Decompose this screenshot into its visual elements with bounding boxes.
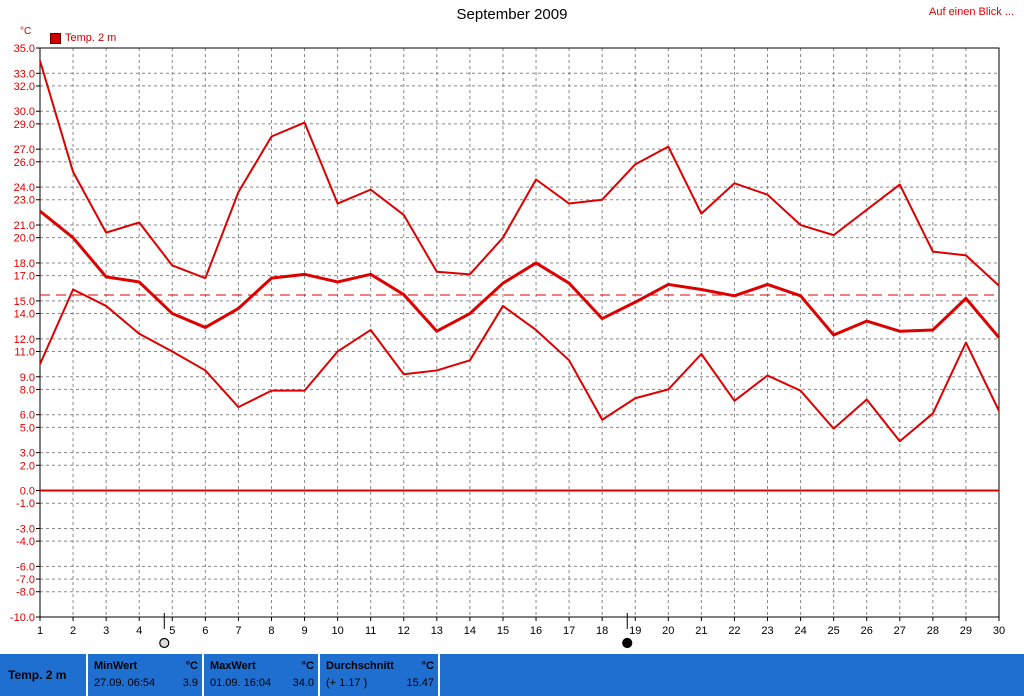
series [39, 60, 1001, 492]
min-value: 3.9 [182, 677, 198, 689]
max-value: 34.0 [292, 677, 314, 689]
min-title: MinWert [94, 660, 138, 672]
y-tick-label: 6.0 [20, 410, 35, 422]
x-tick-label: 12 [398, 625, 410, 637]
y-tick-label: 12.0 [14, 334, 35, 346]
min-value-box: MinWert °C 27.09. 06:54 3.9 [88, 654, 204, 696]
x-tick-label: 1 [37, 625, 43, 637]
max-time: 01.09. 16:04 [210, 677, 272, 689]
max-value-box: MaxWert °C 01.09. 16:04 34.0 [204, 654, 320, 696]
temperature-chart: 35.033.032.030.029.027.026.024.023.021.0… [10, 43, 1005, 649]
grid [40, 48, 999, 617]
x-tick-label: 25 [828, 625, 840, 637]
x-tick-label: 21 [695, 625, 707, 637]
y-tick-label: 26.0 [14, 157, 35, 169]
x-tick-label: 6 [202, 625, 208, 637]
y-tick-label: 29.0 [14, 119, 35, 131]
x-tick-label: 20 [662, 625, 674, 637]
y-tick-label: 0.0 [20, 486, 35, 498]
new-moon-icon [622, 637, 633, 649]
y-axis-unit: °C [20, 26, 32, 37]
y-tick-label: -10.0 [10, 612, 35, 624]
y-tick-label: 2.0 [20, 460, 35, 472]
series-line-mittel [39, 209, 1001, 339]
y-tick-label: -3.0 [16, 523, 35, 535]
x-tick-label: 4 [136, 625, 142, 637]
footer-label: Temp. 2 m [0, 654, 88, 696]
y-tick-label: -6.0 [16, 561, 35, 573]
y-tick-label: 15.0 [14, 296, 35, 308]
axes: 35.033.032.030.029.027.026.024.023.021.0… [10, 43, 1005, 637]
full-moon-icon [159, 637, 170, 649]
x-tick-label: 8 [268, 625, 274, 637]
y-tick-label: 8.0 [20, 384, 35, 396]
y-tick-label: 21.0 [14, 220, 35, 232]
chart-title: September 2009 [456, 6, 568, 23]
x-tick-label: 27 [894, 625, 906, 637]
x-tick-label: 19 [629, 625, 641, 637]
x-tick-label: 11 [365, 625, 376, 637]
avg-delta: (+ 1.17 ) [326, 677, 368, 689]
average-box: Durchschnitt °C (+ 1.17 ) 15.47 [320, 654, 440, 696]
x-tick-label: 29 [960, 625, 972, 637]
y-tick-label: 9.0 [20, 372, 35, 384]
min-time: 27.09. 06:54 [94, 677, 156, 689]
y-tick-label: 17.0 [14, 271, 35, 283]
y-tick-label: 30.0 [14, 106, 35, 118]
x-tick-label: 9 [301, 625, 307, 637]
y-tick-label: 33.0 [14, 68, 35, 80]
series-line-min [39, 288, 1000, 443]
x-tick-label: 7 [235, 625, 241, 637]
y-tick-label: 23.0 [14, 195, 35, 207]
max-unit: °C [301, 660, 314, 672]
x-tick-label: 22 [728, 625, 740, 637]
avg-unit: °C [421, 660, 434, 672]
x-tick-label: 16 [530, 625, 542, 637]
y-tick-label: 20.0 [14, 233, 35, 245]
avg-value: 15.47 [406, 677, 434, 689]
y-tick-label: 27.0 [14, 144, 35, 156]
x-tick-label: 18 [596, 625, 608, 637]
legend: Temp. 2 m [50, 32, 116, 44]
stats-footer: Temp. 2 m MinWert °C 27.09. 06:54 3.9 MaxW… [0, 654, 1024, 696]
legend-swatch [50, 32, 61, 44]
x-tick-label: 13 [431, 625, 443, 637]
x-tick-label: 15 [497, 625, 509, 637]
plot-frame [39, 47, 1000, 618]
series-line-max [39, 60, 1000, 287]
y-tick-label: 11.0 [14, 346, 35, 358]
min-unit: °C [185, 660, 198, 672]
y-tick-label: -4.0 [16, 536, 35, 548]
x-tick-label: 5 [169, 625, 175, 637]
x-tick-label: 24 [794, 625, 806, 637]
legend-label: Temp. 2 m [65, 32, 117, 44]
moon-phases [159, 613, 633, 649]
x-tick-label: 26 [861, 625, 873, 637]
y-tick-label: 24.0 [14, 182, 35, 194]
y-tick-label: -7.0 [16, 574, 35, 586]
x-tick-label: 2 [70, 625, 76, 637]
y-tick-label: -8.0 [16, 587, 35, 599]
x-tick-label: 23 [761, 625, 773, 637]
max-title: MaxWert [210, 660, 256, 672]
y-tick-label: -1.0 [16, 498, 35, 510]
x-tick-label: 30 [993, 625, 1005, 637]
avg-title: Durchschnitt [326, 660, 394, 672]
y-tick-label: 18.0 [14, 258, 35, 270]
y-tick-label: 3.0 [20, 448, 35, 460]
x-tick-label: 14 [464, 625, 476, 637]
x-tick-label: 3 [103, 625, 109, 637]
y-tick-label: 35.0 [14, 43, 35, 55]
x-tick-label: 10 [331, 625, 343, 637]
x-tick-label: 28 [927, 625, 939, 637]
x-tick-label: 17 [563, 625, 575, 637]
y-tick-label: 32.0 [14, 81, 35, 93]
y-tick-label: 14.0 [14, 309, 35, 321]
overview-link[interactable]: Auf einen Blick ... [929, 6, 1014, 18]
y-tick-label: 5.0 [20, 422, 35, 434]
